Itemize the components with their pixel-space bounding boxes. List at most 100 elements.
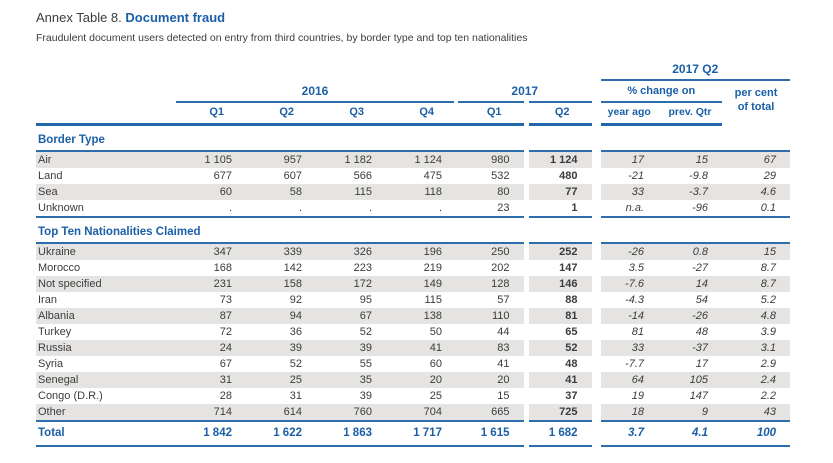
table-cell: 88	[523, 292, 597, 308]
table-cell: 1 717	[386, 421, 456, 447]
header-group-2016: 2016	[176, 80, 456, 103]
table-cell: 480	[523, 168, 597, 184]
table-cell: 72	[219, 326, 232, 338]
table-cell: 5.2	[760, 294, 777, 306]
table-cell: -4.3	[591, 292, 659, 308]
row-label: Sea	[36, 184, 176, 200]
table-cell: 1 615	[456, 421, 526, 447]
table-cell: 67	[219, 358, 232, 370]
table-cell: 80	[456, 184, 526, 200]
table-cell: 15	[658, 151, 723, 168]
table-cell: 44	[497, 326, 510, 338]
table-cell: 8.7	[722, 276, 791, 292]
table-cell: 231	[176, 276, 246, 292]
table-cell: 17	[695, 358, 709, 370]
table-row: Land 677 607 566 475 532 480 -21 -9.8 29	[36, 168, 790, 184]
table-row: Not specified 231 158 172 149 128 146 -7.6 14 8.7	[36, 276, 791, 292]
table-cell: 677	[213, 170, 232, 182]
row-label: Congo (D.R.)	[38, 390, 103, 402]
table-cell: 48	[523, 356, 597, 372]
page-title: Annex Table 8. Document fraud	[36, 10, 833, 25]
table-cell: 9	[658, 404, 723, 422]
table-cell: 202	[491, 262, 510, 274]
row-label: Senegal	[36, 372, 176, 388]
table-cell: 48	[695, 326, 709, 338]
table-cell: 100	[722, 421, 791, 447]
table-cell: 250	[456, 243, 526, 260]
table-cell: 55	[359, 358, 372, 370]
table-cell: 37	[523, 388, 597, 404]
table-cell: 33	[591, 184, 659, 200]
table-cell: 2.2	[760, 390, 777, 402]
header-year-ago: year ago	[591, 102, 659, 126]
table-cell: 1 124	[386, 151, 456, 168]
row-label: Other	[36, 404, 176, 422]
row-label: Albania	[36, 308, 176, 324]
row-label: Turkey	[38, 326, 72, 338]
header-row-quarters: Q1 Q2 Q3 Q4 Q1 Q2 year ago prev. Qtr	[36, 102, 790, 126]
header-prev-qtr: prev. Qtr	[658, 102, 723, 126]
title-prefix: Annex Table 8.	[36, 10, 122, 25]
table-cell: .	[246, 200, 316, 218]
table-cell: 57	[497, 294, 510, 306]
table-row: Albania 87 94 67 138 110 81 -14 -26 4.8	[36, 308, 791, 324]
table-cell: 147	[523, 260, 597, 276]
table-cell: 15	[722, 243, 791, 260]
table-cell: 138	[386, 308, 456, 324]
table-cell: 614	[246, 404, 316, 422]
row-label: Air	[36, 151, 176, 168]
table-cell: 81	[523, 308, 597, 324]
table-cell: 52	[289, 358, 302, 370]
table-row: Unknown.... 23 1 n.a. -96 0.1	[36, 200, 791, 218]
table-cell: 67	[316, 308, 386, 324]
table-cell: 19	[591, 388, 659, 404]
table-cell: 0.1	[722, 200, 791, 218]
table-row: Senegal 31 25 35 20 20 41 64 105 2.4	[36, 372, 791, 388]
table-row: Syria 67 52 55 60 41 48 -7.7 17 2.9	[36, 356, 790, 372]
table-cell: n.a.	[591, 200, 659, 218]
table-cell: 1 182	[316, 151, 386, 168]
table-row: Air 1 105 957 1 182 1 124 980 1 124 17 15 67	[36, 151, 791, 168]
header-group-2017: 2017	[453, 80, 597, 103]
header-spacer	[36, 59, 596, 80]
table-cell: 4.1	[658, 421, 723, 447]
table-cell: -7.6	[591, 276, 659, 292]
table-cell: 1 842	[176, 421, 246, 447]
table-cell: -9.8	[689, 170, 709, 182]
table-cell: -14	[591, 308, 659, 324]
table-cell: 223	[353, 262, 372, 274]
table-cell: 219	[423, 262, 442, 274]
table-cell: 105	[658, 372, 723, 388]
table-cell: 64	[591, 372, 659, 388]
table-cell: 2.4	[722, 372, 791, 388]
table-cell: -26	[591, 243, 659, 260]
header-q4-2016: Q4	[386, 102, 456, 126]
table-cell: 3.5	[591, 260, 659, 276]
table-cell: 149	[386, 276, 456, 292]
table-cell: 326	[316, 243, 386, 260]
row-label: Unknown	[36, 200, 176, 218]
table-cell: 39	[359, 390, 372, 402]
header-q3-2016: Q3	[316, 102, 386, 126]
row-label: Russia	[36, 340, 176, 356]
table-cell: 25	[246, 372, 316, 388]
table-cell: 714	[176, 404, 246, 422]
table-cell: 39	[246, 340, 316, 356]
table-cell: -3.7	[658, 184, 723, 200]
table-cell: 3.9	[760, 326, 777, 338]
table-cell: 95	[359, 294, 372, 306]
section-title: Top Ten Nationalities Claimed	[36, 217, 791, 244]
table-cell: 118	[386, 184, 456, 200]
table-row: Russia 24 39 39 41 83 52 33 -37 3.1	[36, 340, 791, 356]
table-cell: 29	[763, 170, 777, 182]
table-cell: 4.6	[722, 184, 791, 200]
table-cell: 60	[176, 184, 246, 200]
table-cell: 704	[386, 404, 456, 422]
table-cell: 0.8	[658, 243, 723, 260]
table-cell: 92	[289, 294, 302, 306]
table-cell: 115	[424, 294, 442, 306]
table-cell: 1 105	[176, 151, 246, 168]
table-cell: .	[176, 200, 246, 218]
header-q2-2016: Q2	[246, 102, 316, 126]
table-cell: -27	[692, 262, 709, 274]
